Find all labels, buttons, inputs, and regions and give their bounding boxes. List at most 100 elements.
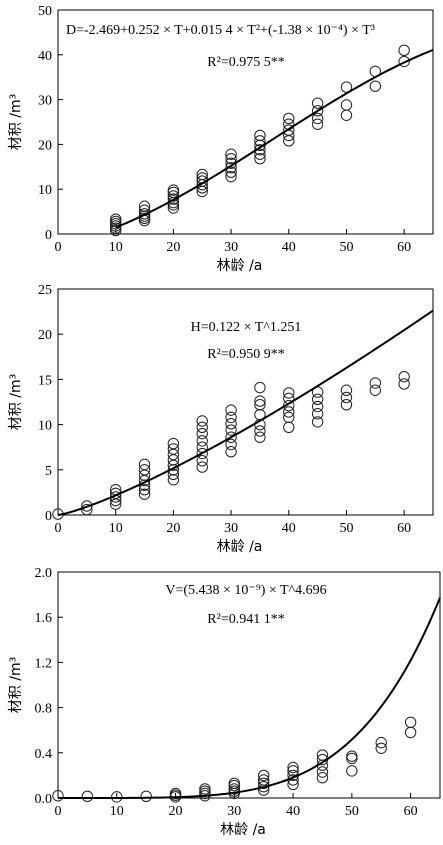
data-point (283, 387, 295, 399)
y-tick-label: 25 (38, 283, 52, 298)
data-point (398, 44, 410, 57)
data-point (254, 135, 266, 147)
data-point (138, 458, 151, 471)
data-point (225, 446, 237, 458)
r-squared-label: R²=0.941 1** (207, 612, 284, 627)
data-point (283, 406, 295, 418)
data-point (375, 742, 387, 754)
data-point (196, 168, 208, 181)
data-point (340, 399, 353, 411)
x-tick-label: 20 (169, 804, 183, 819)
data-point (138, 464, 151, 476)
data-point (81, 790, 94, 803)
data-point (346, 765, 358, 777)
data-point (167, 202, 180, 214)
y-tick-label: 10 (38, 183, 52, 198)
plot-frame (57, 288, 434, 516)
data-point (225, 438, 237, 451)
data-point (140, 790, 152, 803)
data-point (254, 148, 266, 160)
data-point (254, 381, 266, 394)
data-point (111, 791, 123, 803)
data-point (287, 765, 299, 777)
fitted-curve (57, 309, 434, 516)
data-point (340, 391, 353, 404)
data-point (199, 783, 211, 795)
data-point (346, 750, 358, 762)
data-point (138, 483, 151, 496)
y-tick-label: 10 (38, 419, 52, 434)
equation-label: D=-2.469+0.252 × T+0.015 4 × T²+(-1.38 ×… (66, 23, 375, 38)
data-point (225, 148, 237, 160)
data-point (398, 370, 410, 383)
data-point (254, 129, 266, 142)
chart-panel-2: 0 10 20 30 40 50 60 0 5 10 15 20 25 林龄 /a 材积 /m³ H=0.12… (8, 283, 434, 555)
data-point (167, 437, 180, 450)
x-tick-label: 40 (282, 521, 296, 536)
y-tick-label: 1.6 (35, 611, 53, 626)
y-tick-label: 1.2 (35, 656, 53, 671)
data-point (254, 425, 266, 437)
chart-panel-3: 0 10 20 30 40 50 60 0.0 0.4 0.8 1.2 1.6 2.0 林龄 /a 材积 /… (8, 566, 441, 838)
x-tick-label: 30 (224, 521, 238, 536)
data-point (196, 447, 208, 460)
data-point (283, 421, 295, 434)
y-tick-label: 0 (45, 228, 52, 243)
y-tick-label: 40 (38, 49, 52, 64)
data-point (254, 399, 266, 411)
x-tick-label: 40 (282, 240, 296, 255)
data-point (369, 80, 382, 92)
data-point (196, 461, 208, 473)
x-tick-label: 0 (55, 521, 62, 536)
data-point (138, 208, 151, 220)
data-point (225, 153, 237, 165)
data-point (225, 166, 237, 178)
data-point (254, 395, 266, 407)
x-tick-label: 10 (109, 521, 123, 536)
data-point (257, 774, 270, 786)
data-point (225, 417, 237, 430)
data-point (167, 184, 180, 196)
y-tick-label: 15 (38, 373, 52, 388)
data-point (375, 736, 387, 749)
equation-label: V=(5.438 × 10⁻⁹) × T^4.696 (165, 583, 326, 598)
x-tick-label: 0 (55, 240, 62, 255)
x-axis-label: 林龄 /a (220, 822, 266, 838)
equation-label: H=0.122 × T^1.251 (191, 320, 302, 335)
data-point (196, 415, 208, 427)
x-tick-label: 50 (339, 521, 353, 536)
data-point (167, 193, 180, 205)
data-point (52, 790, 64, 802)
x-tick-label: 20 (166, 240, 180, 255)
data-point (404, 726, 417, 739)
data-point (287, 778, 299, 791)
x-tick-label: 50 (345, 804, 359, 819)
data-point (404, 716, 417, 728)
data-point (81, 500, 93, 512)
data-point (196, 421, 208, 434)
data-point (346, 752, 358, 765)
x-tick-label: 30 (227, 804, 241, 819)
x-tick-label: 10 (109, 240, 123, 255)
data-point (311, 105, 324, 117)
y-tick-label: 0.8 (35, 702, 53, 717)
y-tick-label: 20 (38, 328, 52, 343)
data-point (254, 153, 266, 165)
y-tick-label: 20 (38, 138, 52, 153)
fitted-curve (58, 597, 441, 799)
data-point (369, 384, 382, 396)
x-tick-label: 60 (404, 804, 418, 819)
x-tick-label: 10 (110, 804, 124, 819)
data-point (287, 761, 299, 774)
r-squared-label: R²=0.950 9** (207, 347, 284, 362)
data-point (196, 427, 208, 440)
data-point (225, 411, 237, 424)
fitted-curve (115, 49, 434, 229)
data-point (398, 378, 410, 390)
data-point (369, 377, 382, 389)
y-tick-label: 50 (38, 4, 52, 19)
data-point (311, 393, 324, 405)
data-point (316, 766, 329, 778)
x-tick-label: 60 (397, 240, 411, 255)
